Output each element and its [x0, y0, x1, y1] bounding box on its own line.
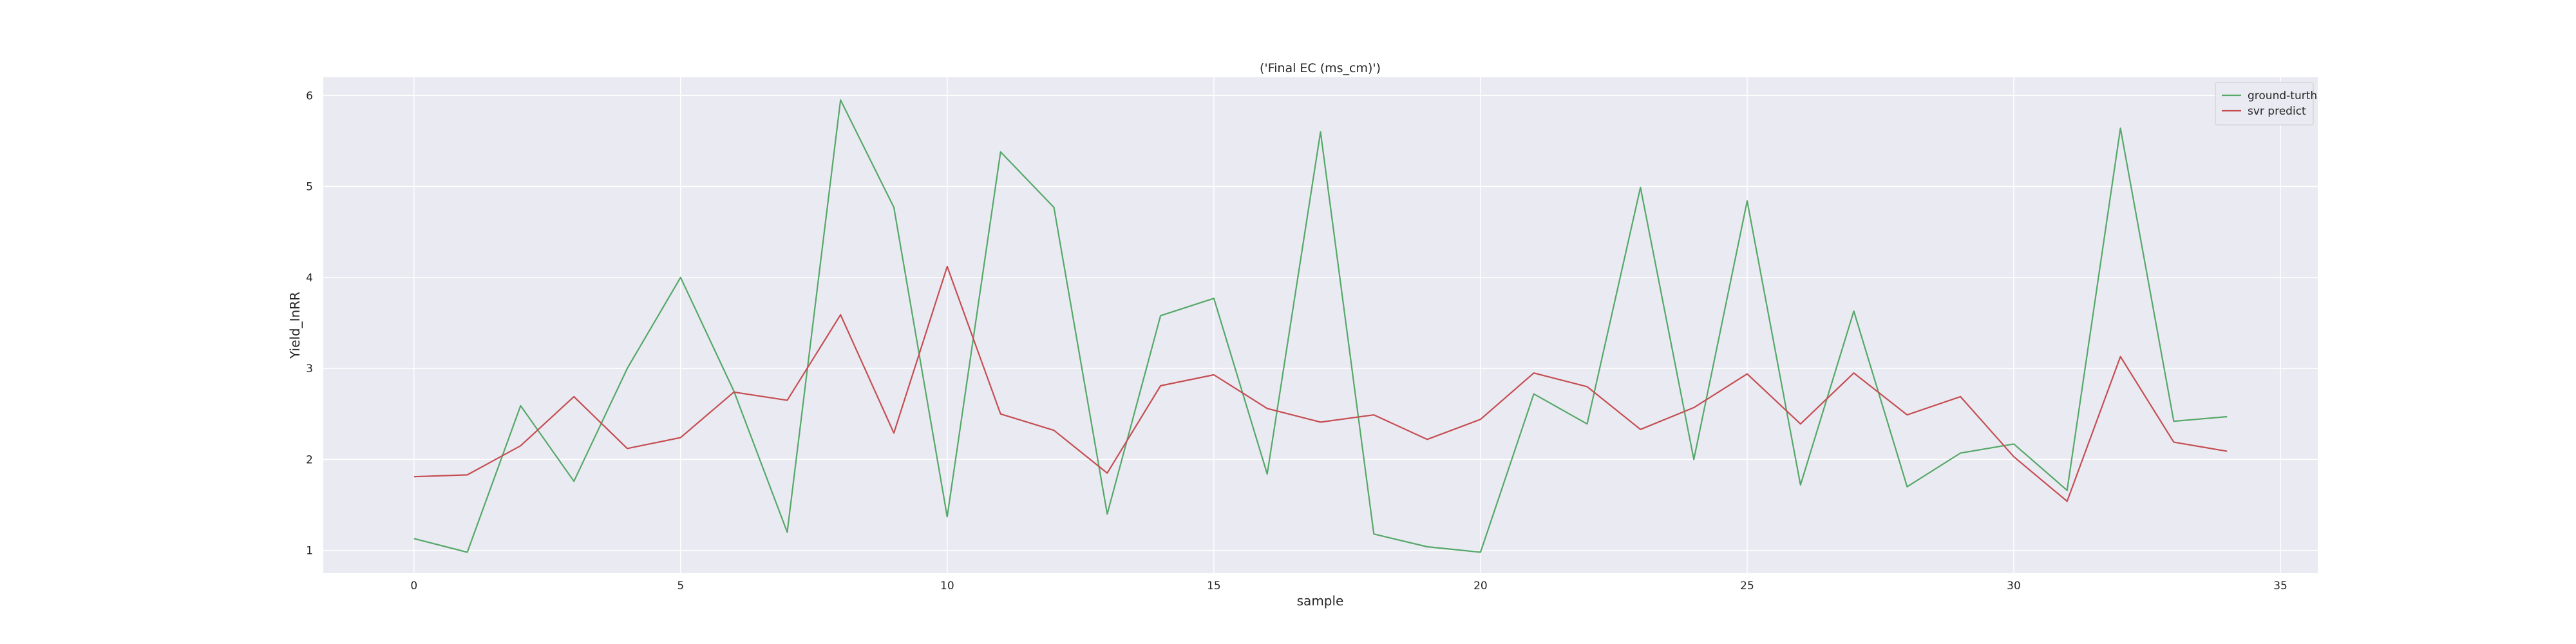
chart-title: ('Final EC (ms_cm)') [1260, 61, 1381, 75]
y-axis-title: Yield_InRR [287, 292, 303, 359]
legend-box [2215, 82, 2314, 126]
series-line-svr-predict [413, 265, 2228, 502]
x-axis-title: sample [1297, 593, 1344, 609]
x-tick-label: 35 [2273, 580, 2287, 592]
plot-background [323, 77, 2318, 573]
y-tick-label: 6 [306, 90, 313, 102]
tick-labels: 0 5 10 15 20 25 30 35 1 2 3 4 5 6 [306, 90, 2287, 592]
y-tick-label: 3 [306, 363, 313, 375]
legend: ground-turth svr predict [2215, 82, 2317, 126]
series-lines [413, 99, 2228, 553]
legend-label: svr predict [2248, 105, 2306, 118]
y-tick-label: 4 [306, 272, 313, 285]
y-tick-label: 1 [306, 545, 313, 558]
grid-lines [323, 77, 2318, 573]
y-tick-label: 2 [306, 453, 313, 466]
x-tick-label: 20 [1473, 580, 1488, 592]
series-line-ground-truth [413, 99, 2228, 553]
x-tick-label: 0 [410, 580, 417, 592]
x-tick-label: 15 [1207, 580, 1221, 592]
legend-label: ground-turth [2248, 90, 2317, 102]
y-tick-label: 5 [306, 181, 313, 194]
x-tick-label: 30 [2007, 580, 2021, 592]
x-tick-label: 25 [1740, 580, 1754, 592]
x-tick-label: 5 [677, 580, 684, 592]
x-tick-label: 10 [940, 580, 954, 592]
